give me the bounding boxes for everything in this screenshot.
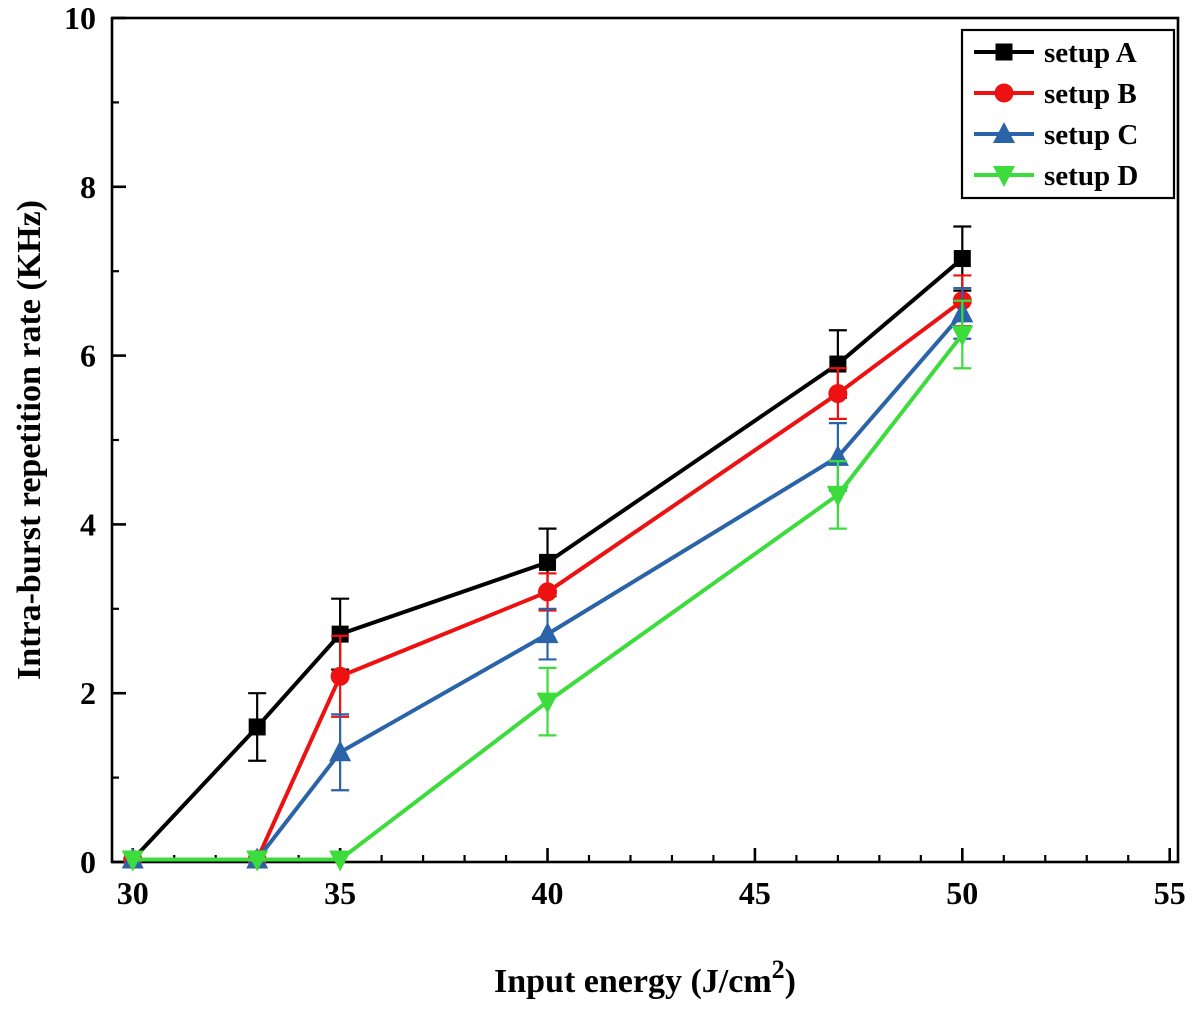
- legend-label: setup B: [1044, 78, 1137, 110]
- y-axis-title: Intra-burst repetition rate (KHz): [11, 200, 48, 680]
- legend-entry-setup-d: setup D: [974, 160, 1138, 192]
- legend-label: setup D: [1044, 160, 1138, 192]
- y-tick-label-4: 8: [80, 169, 96, 205]
- y-tick-label-5: 10: [64, 0, 96, 36]
- x-tick-label-4: 50: [946, 875, 978, 911]
- series-setup-a: [124, 225, 972, 868]
- legend-label: setup A: [1044, 37, 1137, 69]
- legend-label: setup C: [1044, 119, 1138, 151]
- x-axis-title: Input energy (J/cm2): [494, 955, 796, 1000]
- x-tick-label-0: 30: [117, 875, 149, 911]
- plot-frame: [110, 16, 1180, 864]
- series-setup-d: [121, 299, 974, 872]
- y-tick-label-2: 4: [80, 506, 96, 542]
- x-tick-label-3: 45: [739, 875, 771, 911]
- y-tick-label-0: 0: [80, 844, 96, 880]
- legend-entry-setup-c: setup C: [974, 119, 1138, 151]
- y-tick-label-1: 2: [80, 675, 96, 711]
- legend: setup A setup B setup C setup D: [960, 28, 1176, 200]
- y-tick-label-3: 6: [80, 338, 96, 374]
- x-tick-label-2: 40: [532, 875, 564, 911]
- x-tick-label-1: 35: [324, 875, 356, 911]
- legend-entry-setup-b: setup B: [974, 78, 1137, 110]
- x-tick-label-5: 55: [1154, 875, 1186, 911]
- legend-entry-setup-a: setup A: [974, 37, 1137, 69]
